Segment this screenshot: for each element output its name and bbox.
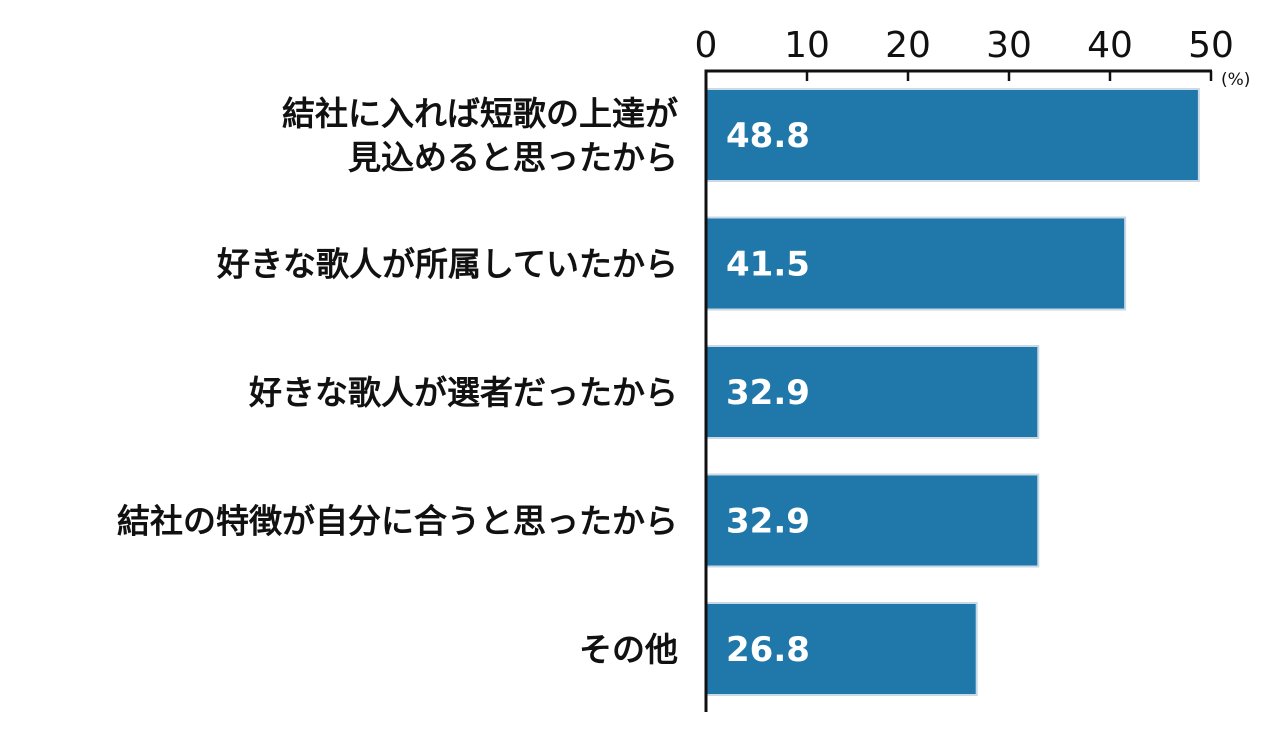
x-tick-label: 0 (695, 25, 718, 66)
x-axis: 0 10 20 30 40 50 (%) (695, 25, 1250, 712)
category-label: 好きな歌人が所属していたから (216, 245, 678, 284)
x-tick-label: 10 (784, 25, 830, 66)
category-label: その他 (579, 630, 678, 669)
bar (705, 88, 1200, 182)
bar (705, 473, 1040, 568)
x-tick-label: 50 (1188, 25, 1234, 66)
x-axis-unit-label: (%) (1221, 70, 1250, 90)
category-label: 結社の特徴が自分に合うと思ったから (117, 502, 678, 541)
bar-value-label: 32.9 (726, 373, 810, 413)
bar-value-label: 41.5 (726, 245, 810, 285)
category-label: 見込めると思ったから (348, 138, 678, 177)
bar (705, 216, 1127, 311)
bar (705, 602, 978, 696)
value-labels: 48.8 41.5 32.9 32.9 26.8 (726, 116, 810, 670)
category-labels: 結社に入れば短歌の上達が見込めると思ったから好きな歌人が所属していたから好きな歌… (117, 94, 678, 669)
bars-group (705, 88, 1200, 696)
x-axis-ticks: 0 10 20 30 40 50 (695, 25, 1234, 81)
bar-value-label: 48.8 (726, 116, 810, 156)
bar-value-label: 32.9 (726, 502, 810, 542)
bar (705, 345, 1040, 439)
category-label: 結社に入れば短歌の上達が (282, 94, 678, 133)
x-tick-label: 30 (986, 25, 1032, 66)
category-label: 好きな歌人が選者だったから (248, 373, 678, 412)
x-tick-label: 20 (885, 25, 931, 66)
x-tick-label: 40 (1087, 25, 1133, 66)
bar-value-label: 26.8 (726, 630, 810, 670)
